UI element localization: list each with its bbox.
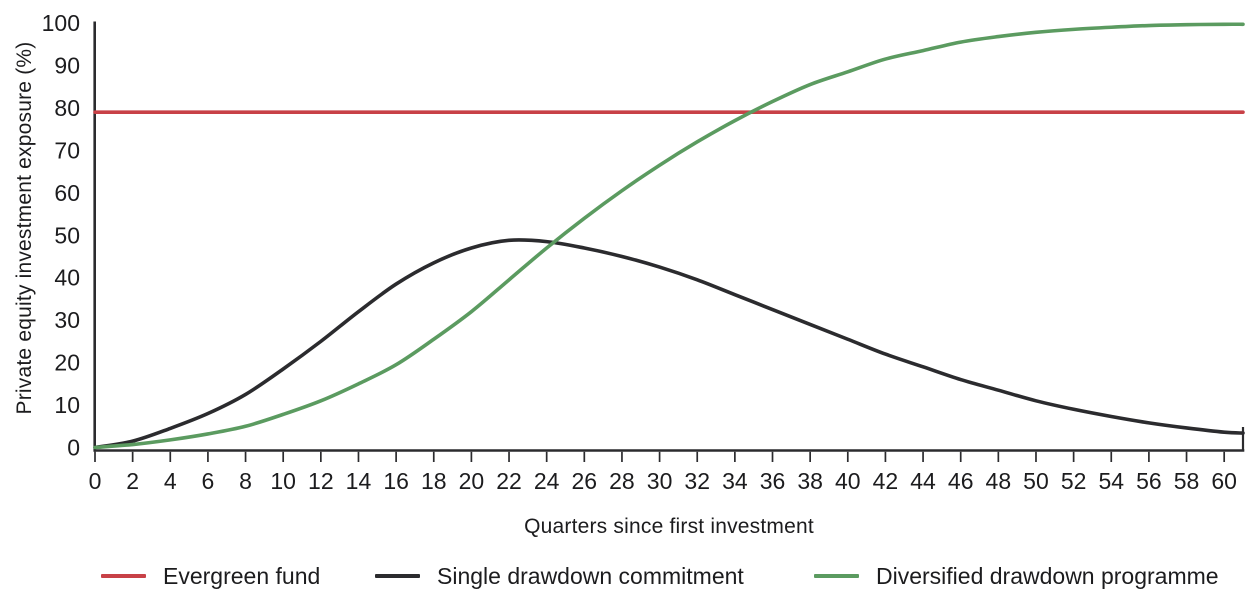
x-tick-label: 36 — [760, 468, 786, 494]
x-tick-label: 52 — [1061, 468, 1087, 494]
y-tick-label: 50 — [54, 222, 80, 248]
x-tick-label: 32 — [684, 468, 710, 494]
x-tick-label: 60 — [1211, 468, 1237, 494]
legend-label-diversified-drawdown-programme: Diversified drawdown programme — [876, 562, 1219, 589]
x-tick-label: 20 — [459, 468, 485, 494]
y-tick-label: 90 — [54, 52, 80, 78]
x-tick-label: 50 — [1023, 468, 1049, 494]
legend-label-single-drawdown-commitment: Single drawdown commitment — [437, 562, 744, 589]
legend-swatch-diversified-drawdown-programme — [814, 574, 859, 578]
y-tick-label: 100 — [42, 10, 80, 36]
y-tick-label: 80 — [54, 95, 80, 121]
x-tick-label: 28 — [609, 468, 635, 494]
x-tick-label: 30 — [647, 468, 673, 494]
y-tick-label: 70 — [54, 137, 80, 163]
legend-item-diversified-drawdown-programme: Diversified drawdown programme — [814, 562, 1219, 590]
series-line-diversified-drawdown-programme — [93, 22, 1245, 450]
legend-label-evergreen-fund: Evergreen fund — [163, 562, 321, 589]
x-tick-label: 10 — [270, 468, 296, 494]
x-tick-label: 54 — [1098, 468, 1124, 494]
x-tick-label: 14 — [346, 468, 372, 494]
x-tick-label: 24 — [534, 468, 560, 494]
y-tick-label: 10 — [54, 392, 80, 418]
y-tick-label: 0 — [67, 435, 80, 461]
x-tick-label: 12 — [308, 468, 334, 494]
x-tick-label: 40 — [835, 468, 861, 494]
series-line-single-drawdown-commitment — [93, 238, 1245, 450]
x-tick-label: 44 — [910, 468, 936, 494]
legend-swatch-single-drawdown-commitment — [375, 574, 420, 578]
x-tick-label: 4 — [164, 468, 177, 494]
x-tick-label: 16 — [383, 468, 409, 494]
x-tick-label: 58 — [1174, 468, 1200, 494]
legend-swatch-evergreen-fund — [101, 574, 146, 578]
x-tick-label: 0 — [89, 468, 102, 494]
x-tick-label: 6 — [202, 468, 215, 494]
y-tick-label: 40 — [54, 265, 80, 291]
x-tick-label: 42 — [873, 468, 899, 494]
x-tick-label: 8 — [239, 468, 252, 494]
legend-item-evergreen-fund: Evergreen fund — [101, 562, 320, 590]
x-tick-label: 48 — [986, 468, 1012, 494]
x-tick-label: 18 — [421, 468, 447, 494]
x-tick-label: 2 — [126, 468, 139, 494]
x-tick-label: 34 — [722, 468, 748, 494]
x-tick-label: 46 — [948, 468, 974, 494]
y-axis-title: Private equity investment exposure (%) — [13, 41, 36, 415]
x-axis-title: Quarters since first investment — [524, 515, 814, 538]
x-tick-label: 22 — [496, 468, 522, 494]
x-tick-label: 26 — [572, 468, 598, 494]
y-tick-label: 60 — [54, 180, 80, 206]
legend-item-single-drawdown-commitment: Single drawdown commitment — [375, 562, 744, 590]
x-tick-label: 56 — [1136, 468, 1162, 494]
x-tick-label: 38 — [797, 468, 823, 494]
y-tick-label: 30 — [54, 307, 80, 333]
y-tick-label: 20 — [54, 350, 80, 376]
